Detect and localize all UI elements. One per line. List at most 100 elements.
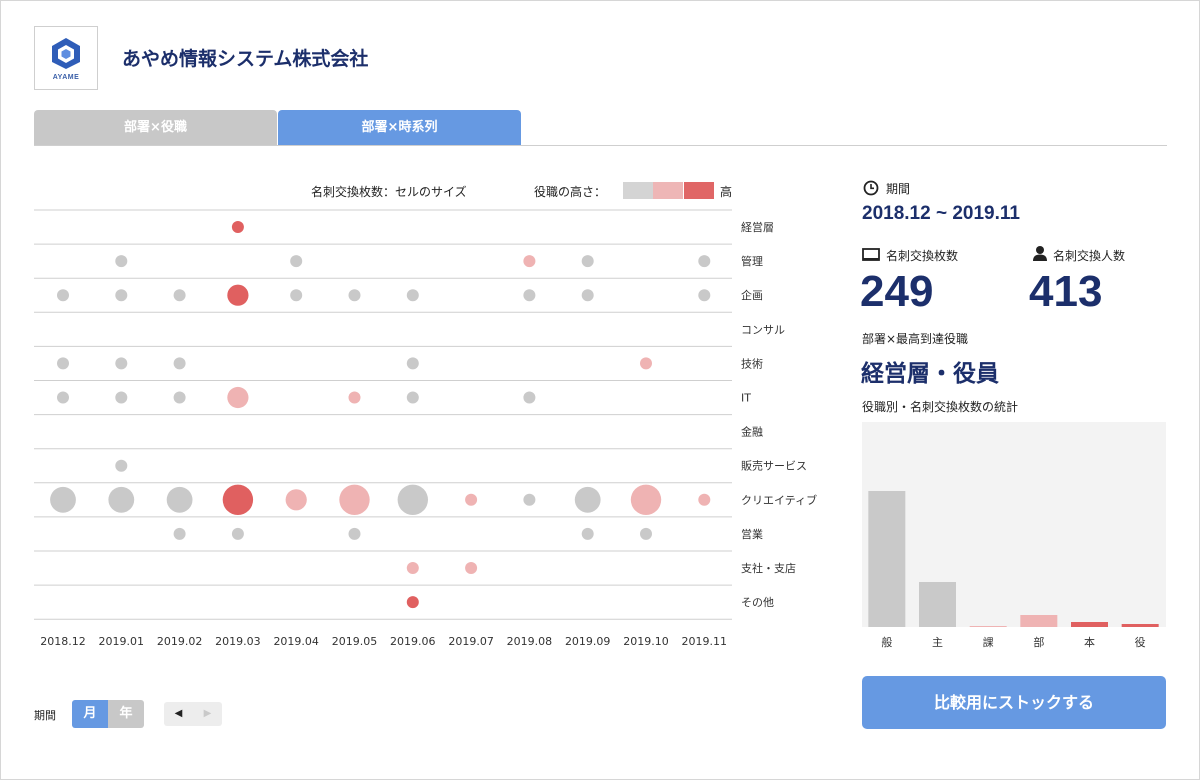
period-value: 2018.12 ~ 2019.11 xyxy=(862,203,1020,224)
department-label: その他 xyxy=(741,596,774,609)
exchange-bubble[interactable] xyxy=(523,255,536,268)
exchange-bubble[interactable] xyxy=(227,284,249,306)
position-stats-bar-chart: 般主課部本役 xyxy=(862,422,1166,649)
exchange-bubble[interactable] xyxy=(574,486,601,513)
exchange-bubble[interactable] xyxy=(698,493,711,506)
stats-bar[interactable] xyxy=(1071,622,1108,627)
exchange-bubble[interactable] xyxy=(227,386,249,409)
exchange-bubble[interactable] xyxy=(173,357,186,370)
exchange-bubble[interactable] xyxy=(348,527,361,540)
exchange-bubble[interactable] xyxy=(406,391,419,404)
exchange-bubble[interactable] xyxy=(465,493,478,506)
logo-text: AYAME xyxy=(52,74,80,81)
stats-category-label: 本 xyxy=(1084,635,1095,649)
year-toggle-button[interactable]: 年 xyxy=(108,700,144,728)
exchange-bubble[interactable] xyxy=(50,486,76,513)
stats-bar[interactable] xyxy=(1020,615,1058,627)
clock-icon xyxy=(863,180,879,196)
exchange-bubble[interactable] xyxy=(581,527,594,540)
period-label: 期間 xyxy=(886,182,911,196)
exchange-bubble[interactable] xyxy=(108,486,135,513)
exchange-bubble[interactable] xyxy=(290,255,303,268)
exchange-bubble[interactable] xyxy=(115,357,128,370)
exchange-bubble[interactable] xyxy=(57,357,69,370)
stats-label: 役職別・名刺交換枚数の統計 xyxy=(862,400,1019,414)
exchange-bubble[interactable] xyxy=(115,255,128,268)
month-toggle-button[interactable]: 月 xyxy=(72,700,108,728)
legend-swatch-mid xyxy=(653,182,683,199)
exchange-bubble[interactable] xyxy=(57,391,69,404)
exchange-bubble[interactable] xyxy=(581,289,594,302)
tab-dept-timeline[interactable]: 部署×時系列 xyxy=(278,110,521,145)
prev-period-button[interactable]: ◀ xyxy=(164,702,193,726)
month-tick-label: 2019.02 xyxy=(157,635,203,648)
stats-bar[interactable] xyxy=(919,582,956,627)
person-icon xyxy=(1033,246,1047,261)
department-label: クリエイティブ xyxy=(741,493,817,507)
exchange-bubble[interactable] xyxy=(406,562,419,574)
stats-category-label: 般 xyxy=(881,636,892,649)
stats-bar[interactable] xyxy=(868,491,906,627)
next-period-button[interactable]: ▶ xyxy=(193,702,222,726)
department-label: IT xyxy=(741,392,751,405)
people-label: 名刺交換人数 xyxy=(1053,249,1126,263)
exchange-bubble[interactable] xyxy=(290,289,303,302)
company-logo: AYAME xyxy=(34,26,98,90)
cards-count: 249 xyxy=(860,267,934,316)
department-label: 管理 xyxy=(741,254,763,268)
exchange-bubble[interactable] xyxy=(698,255,711,268)
department-label: 販売サービス xyxy=(741,460,807,473)
exchange-bubble[interactable] xyxy=(231,221,244,233)
department-label: 技術 xyxy=(741,357,763,370)
exchange-bubble[interactable] xyxy=(397,484,428,515)
stock-for-comparison-button[interactable]: 比較用にストックする xyxy=(862,676,1166,729)
company-name: あやめ情報システム株式会社 xyxy=(122,48,369,70)
stats-plot-area xyxy=(862,422,1166,627)
exchange-bubble[interactable] xyxy=(115,289,128,302)
exchange-bubble[interactable] xyxy=(640,357,652,370)
legend-height-label: 役職の高さ： xyxy=(534,185,607,199)
exchange-bubble[interactable] xyxy=(523,391,536,404)
month-tick-label: 2019.05 xyxy=(332,635,378,648)
legend-swatch-low xyxy=(623,182,653,199)
exchange-bubble[interactable] xyxy=(406,289,419,302)
stats-category-label: 課 xyxy=(983,635,994,649)
exchange-bubble[interactable] xyxy=(630,484,662,515)
exchange-bubble[interactable] xyxy=(166,486,193,513)
exchange-bubble[interactable] xyxy=(339,484,370,515)
department-label: 金融 xyxy=(741,425,763,439)
stats-bar[interactable] xyxy=(1121,624,1159,627)
month-tick-label: 2019.09 xyxy=(565,635,611,648)
exchange-bubble[interactable] xyxy=(222,484,254,515)
exchange-bubble[interactable] xyxy=(115,391,128,404)
stats-category-label: 役 xyxy=(1135,635,1146,649)
exchange-bubble[interactable] xyxy=(115,459,128,472)
stats-bar[interactable] xyxy=(969,626,1007,627)
tab-underline xyxy=(34,145,1167,146)
exchange-bubble[interactable] xyxy=(285,489,307,511)
top-position-label: 部署×最高到達役職 xyxy=(862,332,969,346)
exchange-bubble[interactable] xyxy=(640,527,652,540)
month-tick-label: 2019.04 xyxy=(273,635,319,648)
exchange-bubble[interactable] xyxy=(231,527,244,540)
month-tick-label: 2019.03 xyxy=(215,635,261,648)
tab-dept-position[interactable]: 部署×役職 xyxy=(34,110,277,145)
exchange-bubble[interactable] xyxy=(406,596,419,609)
exchange-bubble[interactable] xyxy=(581,255,594,268)
exchange-bubble[interactable] xyxy=(57,289,69,302)
department-label: 企画 xyxy=(741,288,763,302)
exchange-bubble[interactable] xyxy=(523,289,536,302)
exchange-bubble[interactable] xyxy=(348,289,361,302)
exchange-bubble[interactable] xyxy=(173,391,186,404)
exchange-bubble[interactable] xyxy=(465,562,478,574)
people-count: 413 xyxy=(1029,267,1103,316)
period-toggle-label: 期間 xyxy=(34,709,56,722)
exchange-bubble[interactable] xyxy=(348,391,361,404)
exchange-bubble[interactable] xyxy=(406,357,419,370)
exchange-bubble[interactable] xyxy=(173,527,186,540)
exchange-bubble[interactable] xyxy=(173,289,186,302)
department-label: 営業 xyxy=(741,527,763,541)
exchange-bubble[interactable] xyxy=(523,493,536,506)
exchange-bubble[interactable] xyxy=(698,289,711,302)
